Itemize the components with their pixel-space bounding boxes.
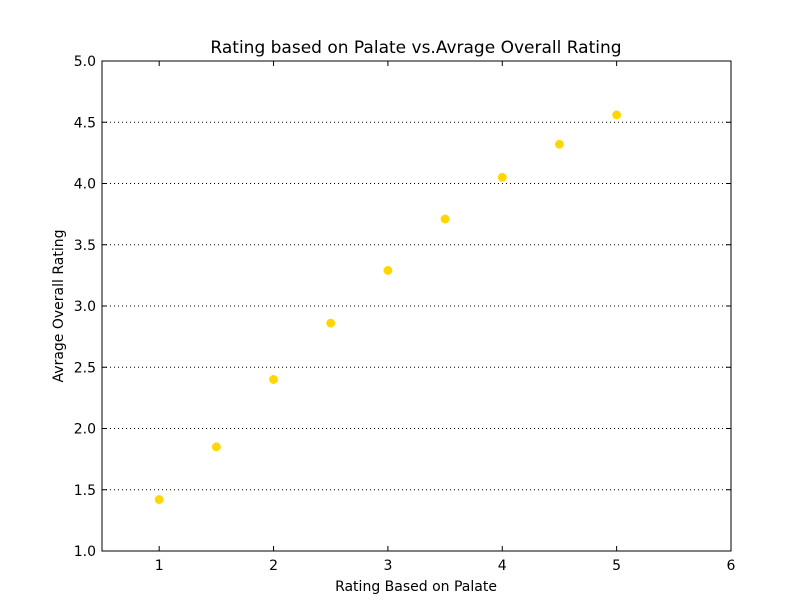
grid-lines <box>102 121 731 491</box>
data-point <box>383 266 393 275</box>
data-point <box>326 318 336 328</box>
x-tick-label: 4 <box>498 558 507 574</box>
y-tick-label: 1.5 <box>74 483 96 499</box>
chart-title: Rating based on Palate vs.Avrage Overall… <box>210 38 621 58</box>
x-tick-label: 6 <box>727 558 736 574</box>
y-tick-label: 1.0 <box>74 544 96 560</box>
x-axis-label: Rating Based on Palate <box>335 579 497 595</box>
x-tick-label: 5 <box>612 558 621 574</box>
x-tick-label: 3 <box>383 558 392 574</box>
y-tick-label: 2.0 <box>74 422 96 438</box>
data-point <box>497 172 507 182</box>
y-tick-label: 4.5 <box>74 115 96 131</box>
x-tick-label: 2 <box>269 558 278 574</box>
axis-ticks: 1.0 1.5 2.0 2.5 3.0 3.5 4.0 4.5 5.0 1 2 3 4 5 6 <box>74 54 736 574</box>
y-tick-label: 3.5 <box>74 238 96 254</box>
data-point <box>269 375 278 384</box>
data-point <box>211 442 221 452</box>
data-point <box>154 495 164 504</box>
y-tick-label: 3.0 <box>74 299 96 315</box>
data-point <box>555 139 564 149</box>
y-axis-label: Avrage Overall Rating <box>51 230 67 383</box>
y-tick-label: 5.0 <box>74 54 96 70</box>
data-points <box>154 110 622 504</box>
x-tick-label: 1 <box>155 558 164 574</box>
data-point <box>440 214 450 224</box>
y-tick-label: 2.5 <box>74 360 96 376</box>
plot-area-frame <box>101 60 732 552</box>
y-tick-label: 4.0 <box>74 177 96 193</box>
data-point <box>612 110 622 120</box>
